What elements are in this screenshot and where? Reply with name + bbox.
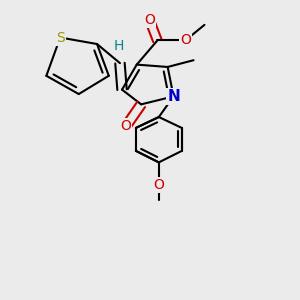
Text: H: H <box>114 39 124 53</box>
Text: O: O <box>120 119 131 134</box>
Text: O: O <box>144 13 155 27</box>
Text: O: O <box>153 178 164 192</box>
Text: S: S <box>56 31 64 44</box>
Text: N: N <box>167 89 180 104</box>
Text: O: O <box>180 34 191 47</box>
